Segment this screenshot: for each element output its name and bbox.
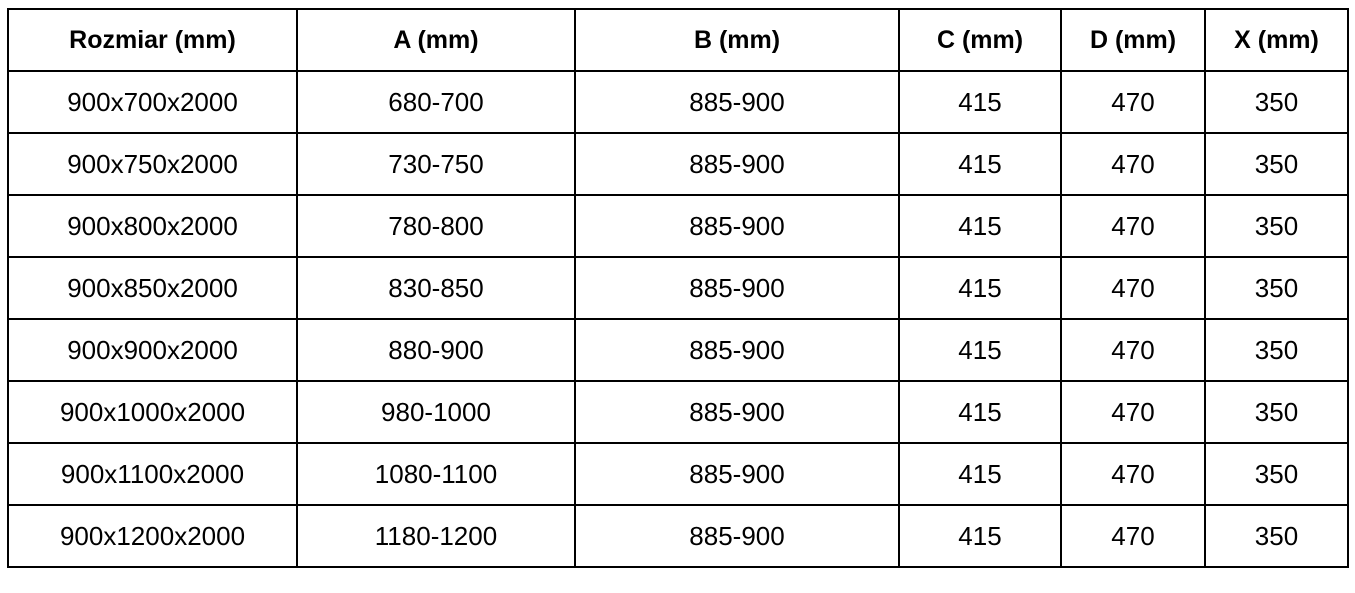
table-cell: 885-900: [574, 256, 900, 320]
table-cell: 415: [898, 318, 1062, 382]
table-cell: 350: [1204, 318, 1349, 382]
table-cell: 350: [1204, 380, 1349, 444]
table-body: 900x700x2000 680-700 885-900 415 470 350 900x7…: [7, 70, 1349, 568]
table-row: 900x750x2000 730-750 885-900 415 470 350: [7, 132, 1349, 196]
column-header: A (mm): [296, 8, 576, 72]
table-cell: 470: [1060, 442, 1206, 506]
table-row: 900x1200x2000 1180-1200 885-900 415 470 350: [7, 504, 1349, 568]
table-cell: 350: [1204, 70, 1349, 134]
table-cell: 885-900: [574, 442, 900, 506]
table-cell: 900x700x2000: [7, 70, 298, 134]
table-cell: 885-900: [574, 504, 900, 568]
table-cell: 900x800x2000: [7, 194, 298, 258]
table-cell: 415: [898, 194, 1062, 258]
table-cell: 350: [1204, 132, 1349, 196]
column-header: Rozmiar (mm): [7, 8, 298, 72]
column-header: C (mm): [898, 8, 1062, 72]
column-header: X (mm): [1204, 8, 1349, 72]
table-cell: 885-900: [574, 70, 900, 134]
table-cell: 830-850: [296, 256, 576, 320]
table-cell: 415: [898, 442, 1062, 506]
table-cell: 350: [1204, 504, 1349, 568]
table-cell: 900x1100x2000: [7, 442, 298, 506]
table-cell: 415: [898, 70, 1062, 134]
table-cell: 415: [898, 504, 1062, 568]
table-cell: 900x850x2000: [7, 256, 298, 320]
table-cell: 470: [1060, 194, 1206, 258]
column-header: D (mm): [1060, 8, 1206, 72]
table-cell: 470: [1060, 70, 1206, 134]
table-cell: 415: [898, 380, 1062, 444]
column-header: B (mm): [574, 8, 900, 72]
table-cell: 900x900x2000: [7, 318, 298, 382]
table-cell: 470: [1060, 380, 1206, 444]
table-cell: 900x1200x2000: [7, 504, 298, 568]
table-cell: 900x750x2000: [7, 132, 298, 196]
table-cell: 470: [1060, 504, 1206, 568]
table-cell: 730-750: [296, 132, 576, 196]
table-cell: 350: [1204, 256, 1349, 320]
table-cell: 885-900: [574, 194, 900, 258]
table-row: 900x700x2000 680-700 885-900 415 470 350: [7, 70, 1349, 134]
table-cell: 415: [898, 132, 1062, 196]
table-cell: 900x1000x2000: [7, 380, 298, 444]
table-cell: 885-900: [574, 318, 900, 382]
table-row: 900x850x2000 830-850 885-900 415 470 350: [7, 256, 1349, 320]
table-cell: 780-800: [296, 194, 576, 258]
table-cell: 880-900: [296, 318, 576, 382]
table-cell: 1080-1100: [296, 442, 576, 506]
table-cell: 470: [1060, 318, 1206, 382]
table-cell: 350: [1204, 442, 1349, 506]
table-cell: 680-700: [296, 70, 576, 134]
header-row: Rozmiar (mm) A (mm) B (mm) C (mm) D (mm) X (m…: [7, 8, 1349, 72]
table-cell: 980-1000: [296, 380, 576, 444]
table-cell: 470: [1060, 132, 1206, 196]
table-row: 900x1100x2000 1080-1100 885-900 415 470 350: [7, 442, 1349, 506]
table-row: 900x1000x2000 980-1000 885-900 415 470 350: [7, 380, 1349, 444]
table-row: 900x900x2000 880-900 885-900 415 470 350: [7, 318, 1349, 382]
table-cell: 885-900: [574, 132, 900, 196]
table-cell: 1180-1200: [296, 504, 576, 568]
table-cell: 470: [1060, 256, 1206, 320]
table-cell: 415: [898, 256, 1062, 320]
dimensions-table: Rozmiar (mm) A (mm) B (mm) C (mm) D (mm) X (m…: [7, 8, 1349, 568]
table-cell: 885-900: [574, 380, 900, 444]
table-cell: 350: [1204, 194, 1349, 258]
table-row: 900x800x2000 780-800 885-900 415 470 350: [7, 194, 1349, 258]
